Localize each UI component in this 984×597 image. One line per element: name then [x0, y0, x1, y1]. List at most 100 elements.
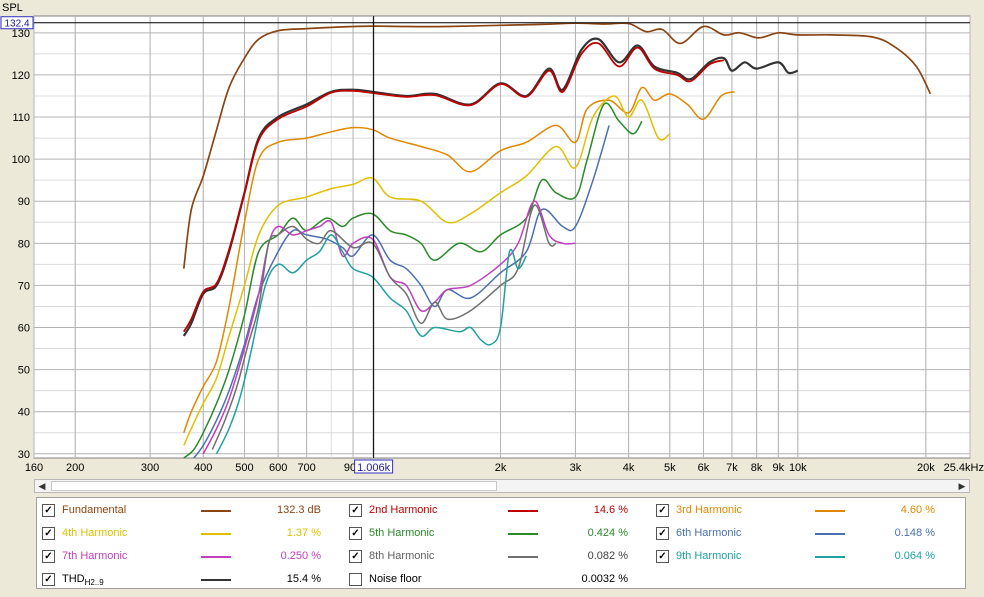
checkbox-unchecked-icon[interactable] — [349, 573, 362, 586]
legend-label-subscript: H2..9 — [84, 578, 104, 587]
series-line-8th-harmonic — [211, 204, 557, 450]
x-tick-label: 600 — [269, 462, 287, 474]
y-tick-label: 80 — [18, 238, 30, 250]
series-line-4th-harmonic — [183, 95, 671, 446]
checkbox-checked-icon[interactable]: ✓ — [42, 550, 55, 563]
legend-item-4th-harmonic[interactable]: ✓ 4th Harmonic 1.37 % — [37, 523, 337, 543]
x-tick-label: 160 — [25, 462, 43, 474]
series-line-5th-harmonic — [183, 102, 643, 459]
legend-item-3rd-harmonic[interactable]: ✓ 3rd Harmonic 4.60 % — [651, 500, 951, 520]
legend-label: 9th Harmonic — [676, 550, 742, 562]
legend-line-swatch — [815, 556, 845, 558]
x-tick-label: 25.4kHz — [944, 462, 984, 474]
x-tick-label: 3k — [570, 462, 582, 474]
cursor-y-readout-box — [0, 16, 34, 30]
legend-line-swatch — [201, 556, 231, 558]
legend-item-7th-harmonic[interactable]: ✓ 7th Harmonic 0.250 % — [37, 546, 337, 566]
x-tick-label: 8k — [751, 462, 763, 474]
legend-item-2nd-harmonic[interactable]: ✓ 2nd Harmonic 14.6 % — [344, 500, 644, 520]
scroll-right-arrow-icon[interactable]: ▶ — [958, 481, 966, 491]
legend-line-swatch — [508, 510, 538, 512]
legend-label: 6th Harmonic — [676, 527, 742, 539]
series-line-9th-harmonic — [215, 234, 527, 455]
checkbox-checked-icon[interactable]: ✓ — [42, 504, 55, 517]
legend-value: 0.424 % — [587, 527, 628, 539]
legend-label: Fundamental — [62, 504, 127, 516]
legend-value: 0.0032 % — [581, 573, 628, 585]
y-tick-label: 50 — [18, 365, 30, 377]
checkbox-checked-icon[interactable]: ✓ — [349, 527, 362, 540]
y-tick-label: 130 — [12, 28, 30, 40]
legend-line-swatch — [201, 510, 231, 512]
legend-value: 0.064 % — [894, 550, 935, 562]
x-tick-label: 2k — [495, 462, 507, 474]
cursor-x-readout: 1.006k — [357, 462, 391, 474]
y-tick-label: 110 — [12, 112, 30, 124]
legend-label: 4th Harmonic — [62, 527, 128, 539]
scroll-left-arrow-icon[interactable]: ◀ — [38, 481, 46, 491]
x-tick-label: 700 — [297, 462, 315, 474]
y-tick-label: 90 — [18, 196, 30, 208]
scroll-thumb[interactable] — [51, 481, 497, 491]
legend-panel: ✓ Fundamental 132.3 dB ✓ 2nd Harmonic 14.6 % ✓… — [36, 497, 966, 589]
checkbox-checked-icon[interactable]: ✓ — [656, 550, 669, 563]
legend-item-6th-harmonic[interactable]: ✓ 6th Harmonic 0.148 % — [651, 523, 951, 543]
y-tick-label: 70 — [18, 280, 30, 292]
legend-line-swatch — [508, 533, 538, 535]
x-tick-label: 4k — [623, 462, 635, 474]
checkbox-checked-icon[interactable]: ✓ — [349, 504, 362, 517]
checkbox-checked-icon[interactable]: ✓ — [656, 527, 669, 540]
x-tick-label: 500 — [235, 462, 253, 474]
legend-value: 132.3 dB — [276, 504, 321, 516]
legend-line-swatch — [201, 579, 231, 581]
cursor-x-readout-box — [354, 459, 394, 474]
legend-value: 4.60 % — [900, 504, 935, 516]
legend-item-5th-harmonic[interactable]: ✓ 5th Harmonic 0.424 % — [344, 523, 644, 543]
series-line-2nd-harmonic — [183, 42, 725, 333]
checkbox-checked-icon[interactable]: ✓ — [656, 504, 669, 517]
plot-area — [33, 15, 971, 459]
x-tick-label: 200 — [66, 462, 84, 474]
x-tick-label: 10k — [789, 462, 807, 474]
y-tick-label: 60 — [18, 323, 30, 335]
horizontal-scrollbar[interactable]: ◀ ▶ — [34, 479, 970, 493]
x-tick-label: 20k — [917, 462, 935, 474]
y-tick-label: 120 — [12, 70, 30, 82]
legend-value: 1.37 % — [286, 527, 321, 539]
legend-item-fundamental[interactable]: ✓ Fundamental 132.3 dB — [37, 500, 337, 520]
series-line-3rd-harmonic — [183, 86, 735, 433]
legend-item-9th-harmonic[interactable]: ✓ 9th Harmonic 0.064 % — [651, 546, 951, 566]
legend-label: 7th Harmonic — [62, 550, 128, 562]
y-tick-label: 100 — [12, 154, 30, 166]
legend-value: 15.4 % — [286, 573, 321, 585]
legend-label: Noise floor — [369, 573, 422, 585]
legend-label: 8th Harmonic — [369, 550, 435, 562]
checkbox-checked-icon[interactable]: ✓ — [42, 573, 55, 586]
legend-value: 14.6 % — [593, 504, 628, 516]
y-tick-label: 30 — [18, 449, 30, 461]
legend-line-swatch — [815, 533, 845, 535]
checkbox-checked-icon[interactable]: ✓ — [42, 527, 55, 540]
checkbox-checked-icon[interactable]: ✓ — [349, 550, 362, 563]
y-axis-label: SPL — [2, 2, 23, 14]
legend-line-swatch — [201, 533, 231, 535]
legend-item-8th-harmonic[interactable]: ✓ 8th Harmonic 0.082 % — [344, 546, 644, 566]
legend-line-swatch — [508, 556, 538, 558]
legend-label: THDH2..9 — [62, 573, 104, 587]
x-tick-label: 300 — [141, 462, 159, 474]
x-tick-label: 9k — [773, 462, 785, 474]
legend-value: 0.250 % — [280, 550, 321, 562]
series-line-7th-harmonic — [202, 200, 576, 455]
legend-item-noise-floor[interactable]: Noise floor 0.0032 % — [344, 569, 644, 589]
x-tick-label: 400 — [194, 462, 212, 474]
legend-item-thd[interactable]: ✓ THDH2..9 15.4 % — [37, 569, 337, 589]
legend-label: 3rd Harmonic — [676, 504, 743, 516]
x-tick-label: 6k — [698, 462, 710, 474]
legend-value: 0.148 % — [894, 527, 935, 539]
legend-line-swatch — [815, 510, 845, 512]
legend-label: 5th Harmonic — [369, 527, 435, 539]
x-tick-label: 5k — [664, 462, 676, 474]
y-tick-label: 40 — [18, 407, 30, 419]
x-tick-label: 7k — [726, 462, 738, 474]
